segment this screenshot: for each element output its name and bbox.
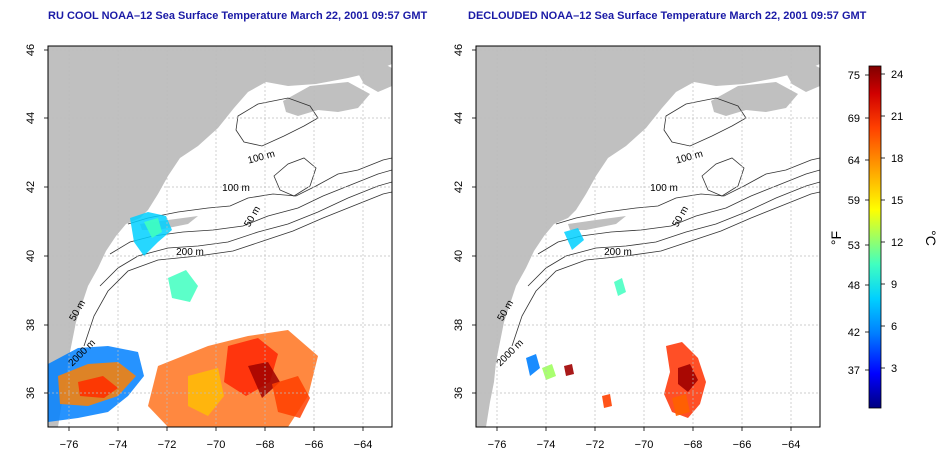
y-tick-label: 38 (25, 319, 37, 331)
y-tick-label: 46 (453, 44, 465, 56)
x-tick-label: −64 (782, 439, 801, 451)
land-mass (476, 46, 820, 427)
x-tick-label: −64 (354, 439, 373, 451)
x-tick-label: −74 (537, 439, 556, 451)
x-tick-label: −70 (207, 439, 226, 451)
fahrenheit-tick-label: 42 (848, 327, 860, 339)
x-tick-label: −74 (109, 439, 128, 451)
x-tick-label: −76 (60, 439, 79, 451)
left-map-frame (47, 45, 393, 428)
left-axis-ticks: −76 −74 −72 −70 −68 −66 −64 36 38 40 42 44 46 (25, 44, 372, 451)
contour-label: 100 m (222, 183, 250, 194)
y-tick-label: 38 (453, 319, 465, 331)
celsius-tick-label: 3 (891, 363, 897, 375)
sst-data-right (526, 228, 706, 418)
x-tick-label: −66 (733, 439, 752, 451)
colorbar: 75 69 64 59 53 48 42 37 24 21 18 15 12 9 6 3 °F °C (828, 65, 939, 409)
x-tick-label: −72 (586, 439, 605, 451)
grid-right (476, 46, 820, 427)
contour-label: 200 m (176, 247, 204, 258)
colorbar-ticks: 75 69 64 59 53 48 42 37 24 21 18 15 12 9 6 3 (848, 69, 904, 377)
contour-label: 200 m (604, 247, 632, 258)
right-axis-ticks: −76 −74 −72 −70 −68 −66 −64 36 38 40 42 44 46 (453, 44, 800, 451)
y-tick-label: 40 (25, 250, 37, 262)
right-map-title: DECLOUDED NOAA–12 Sea Surface Temperatur… (468, 10, 867, 22)
fahrenheit-unit-label: °F (828, 231, 844, 245)
celsius-tick-label: 9 (891, 279, 897, 291)
y-tick-label: 42 (25, 181, 37, 193)
left-map-title: RU COOL NOAA–12 Sea Surface Temperature … (48, 10, 428, 22)
colorbar-gradient (868, 65, 882, 409)
x-tick-label: −72 (158, 439, 177, 451)
contour-label: 100 m (650, 183, 678, 194)
y-tick-label: 40 (453, 250, 465, 262)
x-tick-label: −70 (635, 439, 654, 451)
y-tick-label: 44 (453, 112, 465, 124)
celsius-tick-label: 18 (891, 153, 903, 165)
y-tick-label: 36 (25, 387, 37, 399)
celsius-tick-label: 15 (891, 195, 903, 207)
sst-data-left (48, 212, 318, 427)
fahrenheit-tick-label: 59 (848, 195, 860, 207)
celsius-tick-label: 21 (891, 111, 903, 123)
right-map-frame (475, 45, 821, 428)
y-tick-label: 44 (25, 112, 37, 124)
y-tick-label: 42 (453, 181, 465, 193)
x-tick-label: −68 (684, 439, 703, 451)
fahrenheit-tick-label: 48 (848, 280, 860, 292)
x-tick-label: −68 (256, 439, 275, 451)
fahrenheit-tick-label: 69 (848, 113, 860, 125)
celsius-tick-label: 6 (891, 321, 897, 333)
y-tick-label: 36 (453, 387, 465, 399)
x-tick-label: −66 (305, 439, 324, 451)
celsius-unit-label: °C (923, 230, 939, 246)
celsius-tick-label: 12 (891, 237, 903, 249)
bathymetry-contours (511, 97, 820, 347)
grid-left (48, 46, 392, 427)
x-tick-label: −76 (488, 439, 507, 451)
fahrenheit-tick-label: 53 (848, 240, 860, 252)
y-tick-label: 46 (25, 44, 37, 56)
celsius-tick-label: 24 (891, 69, 903, 81)
fahrenheit-tick-label: 37 (848, 365, 860, 377)
fahrenheit-tick-label: 75 (848, 70, 860, 82)
fahrenheit-tick-label: 64 (848, 155, 860, 167)
